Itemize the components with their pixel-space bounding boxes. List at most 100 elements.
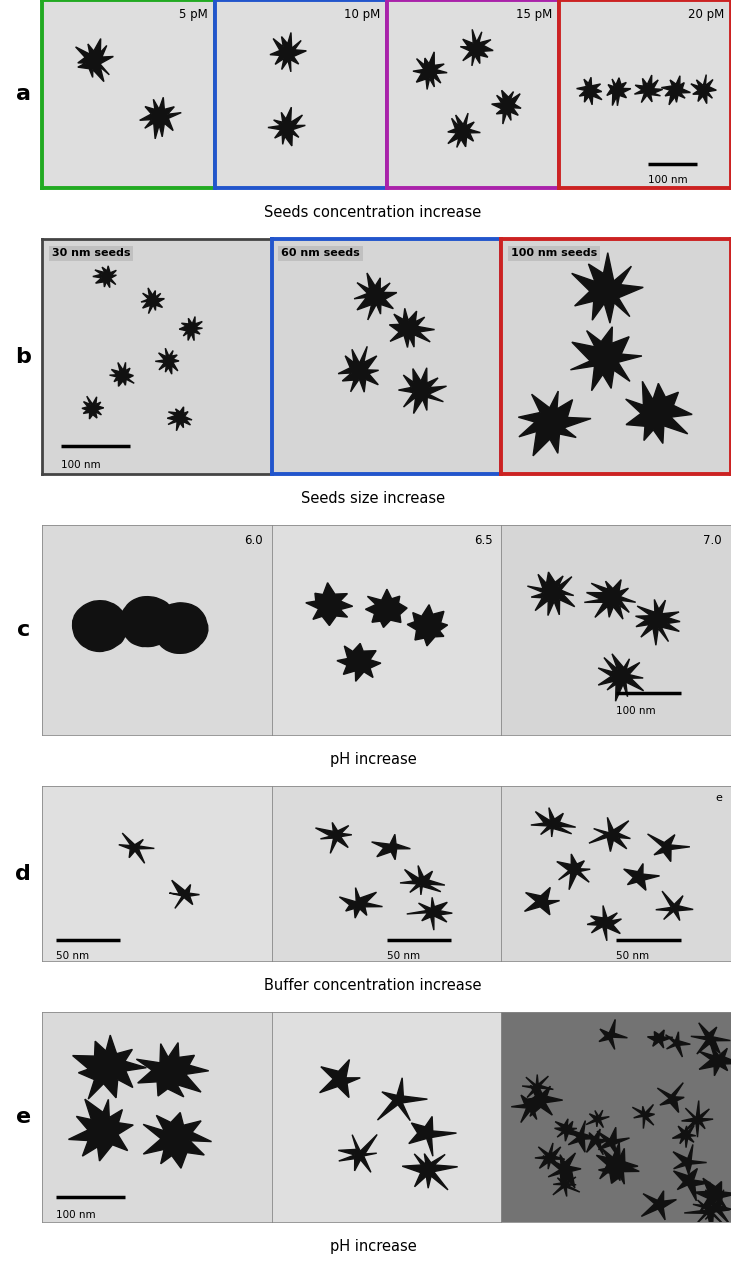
Polygon shape — [567, 1120, 599, 1152]
Polygon shape — [413, 52, 447, 89]
Polygon shape — [589, 817, 630, 852]
Polygon shape — [597, 1128, 629, 1155]
Text: 6.5: 6.5 — [474, 533, 492, 546]
Polygon shape — [555, 1119, 577, 1141]
Polygon shape — [366, 589, 407, 628]
Polygon shape — [140, 97, 181, 139]
Polygon shape — [511, 1094, 546, 1123]
Polygon shape — [63, 737, 697, 783]
Polygon shape — [586, 1129, 607, 1155]
Polygon shape — [543, 1153, 581, 1188]
Polygon shape — [626, 382, 692, 443]
Text: 50 nm: 50 nm — [387, 951, 420, 961]
Polygon shape — [624, 863, 659, 890]
Polygon shape — [572, 253, 643, 323]
Polygon shape — [170, 880, 200, 909]
Polygon shape — [75, 38, 113, 81]
Text: 100 nm: 100 nm — [61, 461, 100, 470]
Polygon shape — [338, 1134, 377, 1172]
Text: b: b — [15, 346, 31, 367]
Polygon shape — [179, 317, 202, 341]
Text: 20 pM: 20 pM — [688, 8, 724, 20]
Polygon shape — [665, 1032, 690, 1057]
Polygon shape — [641, 1190, 676, 1220]
Text: 6.0: 6.0 — [244, 533, 262, 546]
Polygon shape — [409, 1116, 456, 1156]
Polygon shape — [673, 1125, 696, 1148]
Polygon shape — [599, 1020, 627, 1049]
Text: 10 pM: 10 pM — [344, 8, 380, 20]
Polygon shape — [63, 1225, 697, 1270]
Polygon shape — [398, 368, 447, 414]
Text: 50 nm: 50 nm — [56, 951, 89, 961]
Polygon shape — [406, 897, 452, 931]
Polygon shape — [72, 601, 127, 652]
Polygon shape — [584, 579, 636, 619]
Polygon shape — [693, 1190, 731, 1223]
Polygon shape — [82, 396, 104, 419]
Polygon shape — [524, 1086, 563, 1116]
Polygon shape — [691, 1022, 730, 1054]
Polygon shape — [400, 866, 445, 895]
Polygon shape — [63, 477, 697, 523]
Polygon shape — [121, 597, 175, 647]
Polygon shape — [306, 583, 352, 625]
Text: 30 nm seeds: 30 nm seeds — [52, 248, 130, 258]
Polygon shape — [167, 407, 192, 430]
Polygon shape — [648, 834, 690, 862]
Polygon shape — [518, 391, 591, 456]
Polygon shape — [72, 1035, 146, 1099]
Polygon shape — [657, 1082, 684, 1113]
Polygon shape — [337, 643, 381, 681]
Text: 5 pM: 5 pM — [179, 8, 208, 20]
Polygon shape — [153, 603, 208, 653]
Polygon shape — [377, 1078, 428, 1120]
Polygon shape — [63, 964, 697, 1009]
Polygon shape — [63, 191, 697, 237]
Polygon shape — [492, 90, 521, 123]
Text: e: e — [715, 793, 721, 803]
Text: Buffer concentration increase: Buffer concentration increase — [264, 979, 482, 993]
Polygon shape — [137, 1043, 208, 1097]
Polygon shape — [110, 363, 135, 386]
Polygon shape — [586, 1110, 610, 1128]
Polygon shape — [587, 905, 621, 941]
Polygon shape — [319, 1059, 360, 1097]
Polygon shape — [119, 833, 154, 863]
Polygon shape — [662, 76, 691, 104]
Polygon shape — [354, 272, 397, 320]
Polygon shape — [607, 78, 631, 106]
Polygon shape — [673, 1144, 707, 1175]
Text: c: c — [17, 620, 30, 640]
Polygon shape — [681, 1101, 713, 1137]
Polygon shape — [270, 33, 306, 71]
Polygon shape — [635, 600, 680, 645]
Text: Seeds size increase: Seeds size increase — [301, 491, 445, 507]
Polygon shape — [577, 78, 602, 104]
Polygon shape — [632, 1105, 654, 1129]
Text: 100 nm: 100 nm — [648, 176, 688, 185]
Polygon shape — [531, 807, 576, 836]
Text: 50 nm: 50 nm — [616, 951, 649, 961]
Polygon shape — [673, 1169, 711, 1200]
Polygon shape — [155, 349, 179, 374]
Polygon shape — [694, 1179, 731, 1211]
Polygon shape — [390, 308, 434, 348]
Polygon shape — [656, 891, 693, 920]
Text: 100 nm seeds: 100 nm seeds — [511, 248, 597, 258]
Polygon shape — [522, 1074, 553, 1101]
Polygon shape — [684, 1195, 730, 1235]
Text: d: d — [15, 863, 31, 883]
Polygon shape — [338, 346, 379, 392]
Text: 60 nm seeds: 60 nm seeds — [281, 248, 360, 258]
Polygon shape — [535, 1143, 565, 1169]
Polygon shape — [316, 822, 352, 853]
Polygon shape — [407, 605, 447, 645]
Text: e: e — [16, 1108, 31, 1127]
Polygon shape — [557, 854, 590, 890]
Polygon shape — [525, 887, 560, 915]
Polygon shape — [69, 1099, 133, 1161]
Polygon shape — [635, 75, 663, 103]
Polygon shape — [448, 113, 480, 148]
Polygon shape — [93, 266, 116, 288]
